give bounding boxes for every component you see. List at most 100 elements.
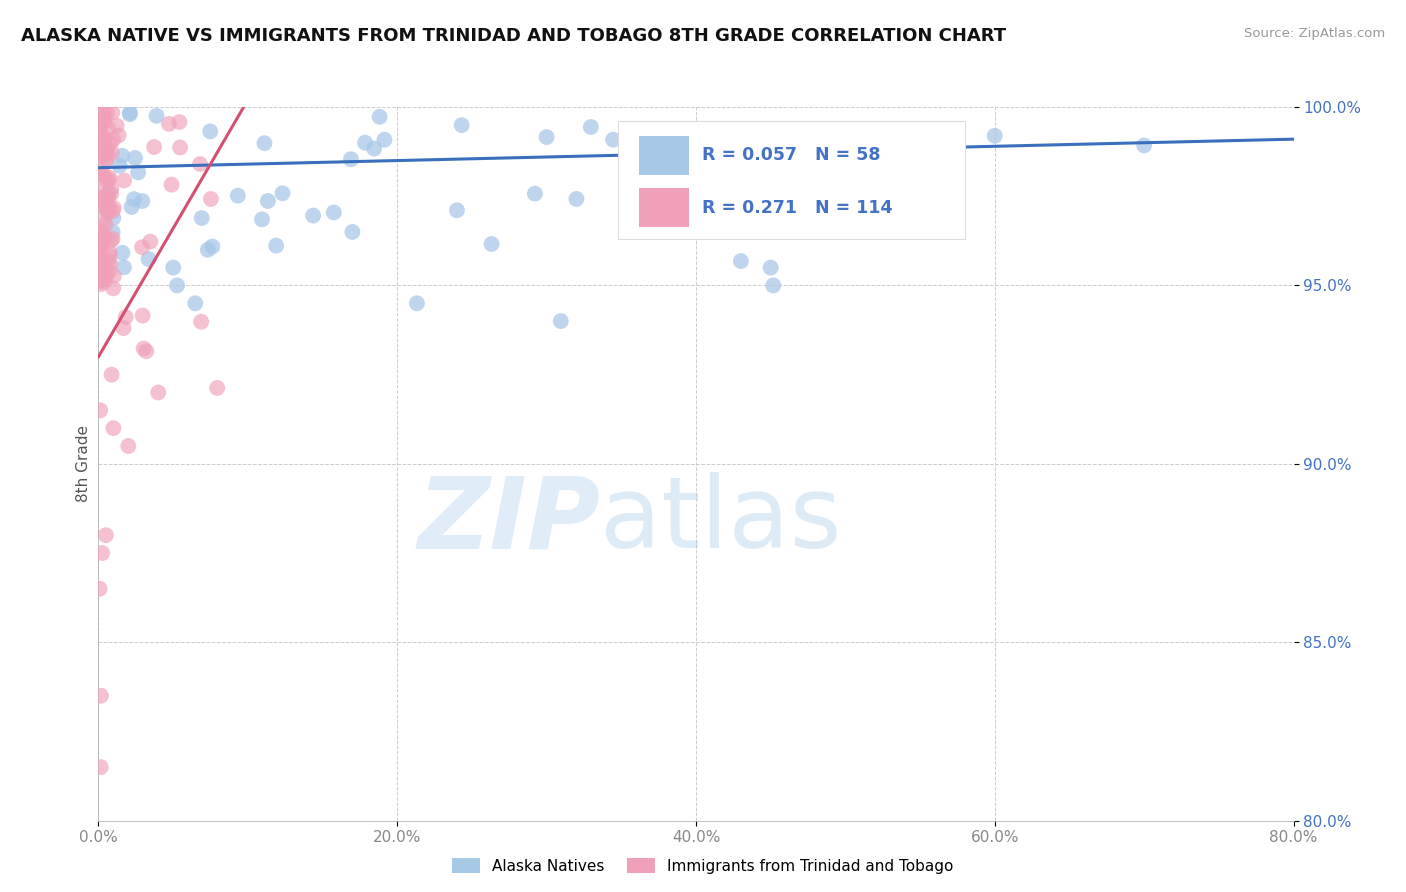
Point: [103, 133, 125, 147]
Point: [90, 167, 112, 181]
Point: [101, 232, 124, 246]
Point: [112, 260, 135, 275]
Point: [94, 191, 117, 205]
Point: [145, 109, 167, 123]
Point: [94, 269, 117, 284]
Point: [160, 178, 183, 192]
Point: [117, 439, 139, 453]
Point: [759, 260, 782, 275]
Point: [271, 186, 294, 201]
Point: [550, 314, 572, 328]
Point: [103, 421, 125, 435]
Point: [138, 252, 160, 266]
Point: [108, 159, 131, 173]
Point: [90, 190, 112, 204]
Point: [93, 167, 115, 181]
Point: [226, 188, 249, 202]
Point: [93, 193, 115, 207]
Point: [368, 110, 391, 124]
Point: [127, 165, 149, 179]
Point: [90, 242, 112, 256]
Point: [112, 173, 135, 187]
Point: [131, 309, 153, 323]
Point: [363, 141, 385, 155]
Point: [132, 342, 155, 356]
Point: [205, 381, 228, 395]
Point: [100, 257, 122, 271]
Point: [98, 264, 121, 278]
Point: [523, 186, 546, 201]
Point: [90, 136, 112, 151]
Point: [565, 192, 588, 206]
Legend: Alaska Natives, Immigrants from Trinidad and Tobago: Alaska Natives, Immigrants from Trinidad…: [446, 852, 960, 880]
Point: [118, 105, 141, 120]
Point: [200, 124, 222, 138]
Point: [103, 281, 125, 295]
Point: [118, 107, 141, 121]
Point: [302, 209, 325, 223]
Point: [89, 582, 111, 596]
Bar: [638, 188, 689, 227]
Point: [139, 235, 162, 249]
Point: [97, 190, 120, 204]
Point: [103, 268, 125, 283]
Point: [90, 760, 112, 774]
Point: [143, 140, 166, 154]
Point: [91, 231, 114, 245]
Point: [96, 174, 118, 188]
Point: [184, 296, 207, 310]
Point: [89, 109, 111, 123]
Point: [93, 230, 115, 244]
Point: [169, 115, 191, 129]
Text: R = 0.057   N = 58: R = 0.057 N = 58: [702, 145, 880, 164]
Point: [87, 274, 110, 288]
Point: [93, 105, 115, 120]
Point: [93, 114, 115, 128]
Point: [111, 149, 134, 163]
Point: [166, 278, 188, 293]
Point: [188, 157, 211, 171]
Text: R = 0.271   N = 114: R = 0.271 N = 114: [702, 199, 893, 217]
Point: [90, 689, 112, 703]
Point: [89, 272, 111, 286]
Point: [96, 105, 118, 120]
Text: Source: ZipAtlas.com: Source: ZipAtlas.com: [1244, 27, 1385, 40]
Point: [89, 267, 111, 281]
Point: [93, 132, 115, 146]
Point: [730, 254, 752, 268]
Point: [96, 145, 118, 160]
Point: [91, 134, 114, 148]
Point: [89, 192, 111, 206]
Point: [87, 234, 110, 248]
Y-axis label: 8th Grade: 8th Grade: [76, 425, 91, 502]
Point: [122, 192, 145, 206]
Point: [450, 118, 472, 132]
Point: [97, 254, 120, 268]
Point: [93, 106, 115, 120]
Point: [197, 243, 219, 257]
Point: [626, 216, 648, 230]
Point: [91, 232, 114, 246]
Point: [90, 277, 112, 292]
Point: [100, 233, 122, 247]
Point: [98, 173, 121, 187]
Point: [91, 116, 114, 130]
Point: [89, 240, 111, 254]
Point: [90, 166, 112, 180]
Point: [96, 203, 118, 218]
FancyBboxPatch shape: [619, 121, 965, 239]
Point: [91, 137, 114, 152]
Point: [773, 154, 796, 169]
Point: [93, 146, 115, 161]
Point: [89, 250, 111, 264]
Point: [89, 143, 111, 157]
Point: [340, 153, 363, 167]
Point: [536, 130, 558, 145]
Point: [93, 212, 115, 227]
Point: [90, 191, 112, 205]
Point: [91, 130, 114, 145]
Point: [101, 204, 124, 219]
Point: [114, 310, 136, 324]
Text: ZIP: ZIP: [418, 473, 600, 569]
Point: [96, 141, 118, 155]
